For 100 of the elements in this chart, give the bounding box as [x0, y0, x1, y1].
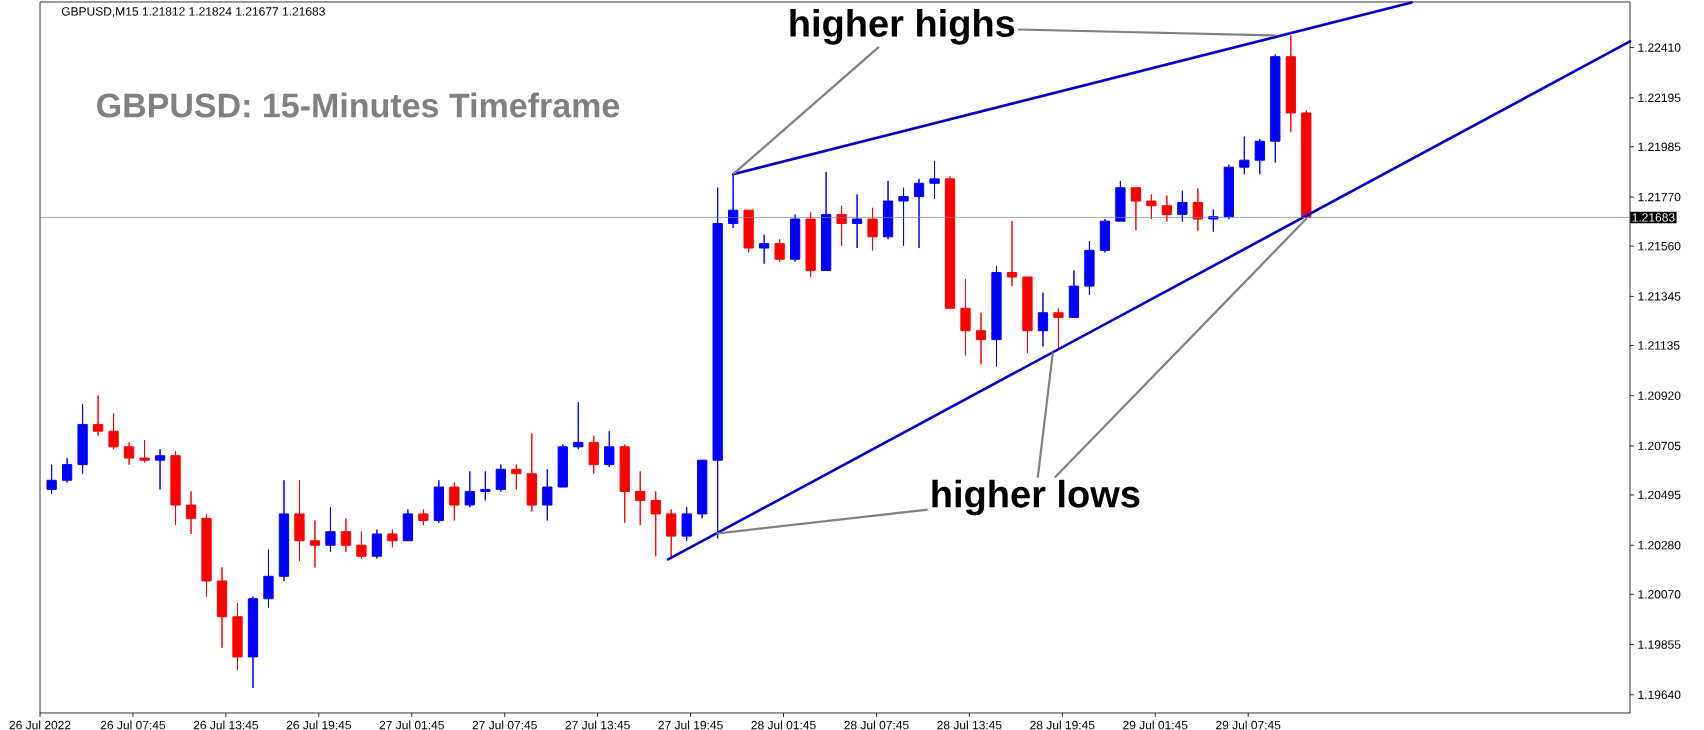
candlestick [542, 468, 553, 521]
y-tick-label: 1.21560 [1638, 241, 1681, 251]
candlestick [495, 464, 506, 492]
candlestick [108, 412, 119, 450]
x-tick-label: 26 Jul 19:45 [286, 720, 351, 730]
candlestick [960, 278, 971, 356]
candlestick [635, 470, 646, 526]
candlestick [913, 178, 925, 249]
candlestick [991, 265, 1002, 367]
y-tick-label: 1.21770 [1638, 192, 1681, 202]
candlestick [154, 448, 166, 490]
candlestick [356, 531, 367, 560]
candlestick [851, 194, 863, 249]
candlestick [820, 171, 832, 271]
candlestick [1084, 240, 1095, 296]
x-tick-label: 29 Jul 01:45 [1123, 720, 1188, 730]
candlestick [139, 439, 150, 464]
y-tick-label: 1.22195 [1638, 93, 1681, 103]
candlestick [1037, 292, 1049, 347]
x-tick-label: 27 Jul 19:45 [658, 720, 723, 730]
candlestick [650, 490, 661, 557]
candlestick [1254, 138, 1265, 175]
x-tick-label: 28 Jul 07:45 [844, 720, 909, 730]
candlestick [61, 457, 73, 484]
candlestick [480, 470, 491, 501]
x-tick-label: 28 Jul 19:45 [1030, 720, 1095, 730]
candlestick [867, 207, 878, 251]
candlestick [759, 234, 770, 265]
candlestick [929, 160, 940, 200]
candlestick [898, 187, 909, 247]
candlestick [309, 519, 321, 568]
x-tick-label: 26 Jul 07:45 [100, 720, 166, 730]
candlestick [588, 435, 599, 475]
candlestick [728, 173, 739, 229]
candlestick [526, 433, 537, 513]
candlestick [201, 513, 212, 598]
candlestick [681, 506, 692, 542]
candlestick [449, 482, 460, 521]
candlestick [294, 479, 305, 562]
candlestick [185, 490, 197, 535]
y-tick-label: 1.19640 [1638, 690, 1681, 699]
candlestick [1270, 53, 1281, 163]
y-tick-label: 1.20280 [1638, 540, 1681, 550]
candlestick [263, 549, 274, 609]
y-tick-label: 1.19855 [1638, 640, 1681, 649]
candlestick [697, 459, 708, 519]
x-tick-label: 28 Jul 13:45 [937, 720, 1002, 730]
candlestick [1022, 276, 1033, 354]
candlestick [511, 464, 522, 490]
candlestick [278, 479, 290, 582]
candlestick [1146, 194, 1157, 220]
candlestick [123, 441, 135, 466]
candlestick [743, 209, 754, 253]
candlestick [805, 211, 816, 278]
candlestick [402, 508, 414, 542]
y-tick-label: 1.22410 [1638, 43, 1681, 52]
candlestick [46, 464, 57, 495]
x-tick-label: 28 Jul 01:45 [751, 720, 816, 730]
candlestick [247, 596, 259, 689]
x-tick-label: 27 Jul 13:45 [565, 720, 630, 730]
candlestick [387, 529, 398, 548]
y-tick-label: 1.20495 [1638, 490, 1681, 500]
candlestick [789, 214, 801, 263]
candlestick [325, 506, 336, 553]
candlestick [418, 508, 429, 526]
candlestick [944, 176, 956, 309]
candlestick [1115, 180, 1126, 222]
candlestick [882, 180, 894, 240]
annotation: higher lows [932, 479, 1140, 516]
x-tick-label: 27 Jul 01:45 [379, 720, 444, 730]
ref-line-label: 1.21683 [1632, 213, 1675, 222]
candlestick [975, 312, 987, 365]
candlestick [216, 566, 228, 649]
x-tick-label: 26 Jul 2022 [9, 720, 71, 730]
y-tick-label: 1.21985 [1638, 142, 1681, 152]
candlestick [1223, 164, 1234, 220]
x-tick-label: 27 Jul 07:45 [472, 720, 537, 730]
annotation: higher highs [790, 9, 1015, 45]
annotation: GBPUSD,M15 1.21812 1.21824 1.21677 1.21683 [61, 7, 325, 18]
candlestick [573, 401, 584, 450]
candlestick [1006, 220, 1018, 287]
candlestick [712, 187, 723, 539]
candlestick [464, 470, 475, 508]
y-tick-label: 1.21345 [1638, 292, 1681, 301]
y-tick-label: 1.20070 [1638, 590, 1681, 599]
candlestick [557, 444, 568, 488]
text: GBPUSD: 15-Minutes Timeframe [97, 92, 620, 118]
candlestick [1177, 190, 1188, 222]
candlestick [1099, 218, 1111, 253]
x-tick-label: 26 Jul 13:45 [193, 720, 259, 730]
candlestick [619, 444, 630, 524]
candlestick [170, 450, 181, 526]
candlestick [1285, 34, 1296, 133]
candlestick [1130, 187, 1142, 231]
y-tick-label: 1.21135 [1638, 341, 1680, 350]
y-tick-label: 1.20920 [1638, 391, 1681, 400]
candlestick [774, 238, 785, 263]
candlestick [1053, 307, 1064, 349]
candlestick [433, 479, 445, 524]
candlestick [371, 529, 383, 560]
